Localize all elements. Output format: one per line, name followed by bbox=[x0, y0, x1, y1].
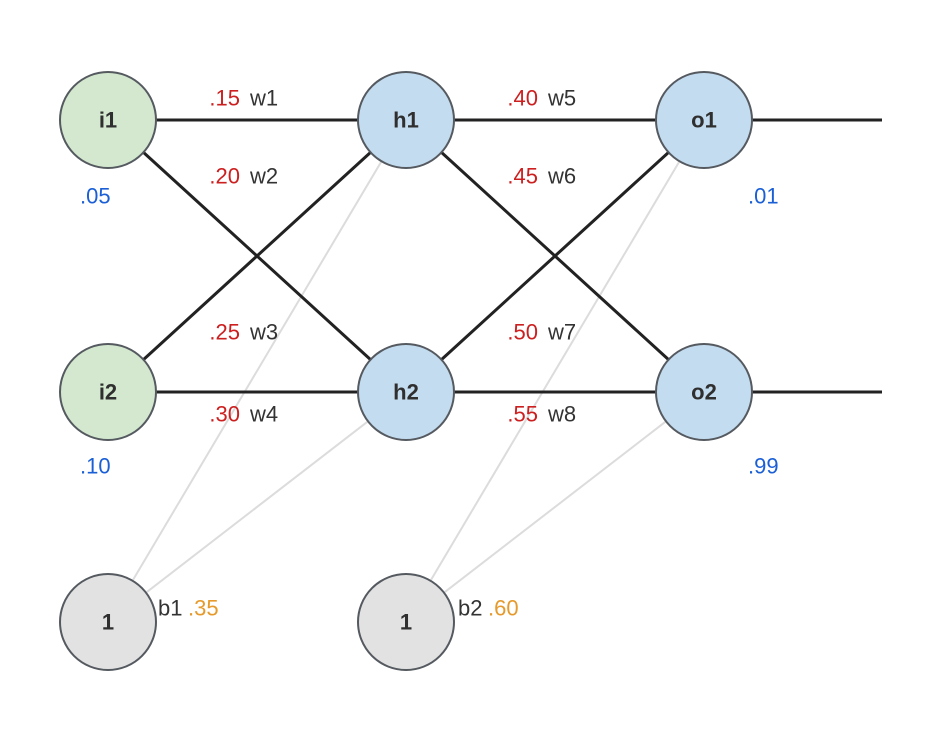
node-h1: h1 bbox=[358, 72, 454, 168]
node-b1: 1 bbox=[60, 574, 156, 670]
node-i2-label: i2 bbox=[99, 380, 117, 405]
node-i2: i2 bbox=[60, 344, 156, 440]
node-h2-label: h2 bbox=[393, 380, 419, 405]
node-h1-label: h1 bbox=[393, 108, 419, 133]
weight-value-w3: .25 bbox=[209, 320, 240, 345]
weight-name-w4: w4 bbox=[249, 402, 278, 427]
weight-value-w2: .20 bbox=[209, 164, 240, 189]
node-o1: o1 bbox=[656, 72, 752, 168]
weight-name-w8: w8 bbox=[547, 402, 576, 427]
weight-value-w1: .15 bbox=[209, 86, 240, 111]
weight-name-w1: w1 bbox=[249, 86, 278, 111]
node-i1: i1 bbox=[60, 72, 156, 168]
bias-name-b1: b1 bbox=[158, 596, 182, 621]
edge-b1-h1 bbox=[133, 161, 382, 580]
edge-b2-o1 bbox=[431, 161, 680, 580]
value-o1: .01 bbox=[748, 184, 779, 209]
node-b2: 1 bbox=[358, 574, 454, 670]
value-o2: .99 bbox=[748, 454, 779, 479]
neural-network-diagram: i1 i2 h1 h2 o1 o2 1 1 .15 w1 .20 w2 .25 w3 .30 w4 .40 w5.… bbox=[0, 0, 940, 736]
node-b2-label: 1 bbox=[400, 610, 412, 635]
weight-name-w6: w6 bbox=[547, 164, 576, 189]
node-o2-label: o2 bbox=[691, 380, 717, 405]
bias-value-b1: .35 bbox=[188, 596, 219, 621]
weight-name-w3: w3 bbox=[249, 320, 278, 345]
bias-value-b2: .60 bbox=[488, 596, 519, 621]
weight-value-w8: .55 bbox=[507, 402, 538, 427]
bias-name-b2: b2 bbox=[458, 596, 482, 621]
node-i1-label: i1 bbox=[99, 108, 117, 133]
value-i2: .10 bbox=[80, 454, 111, 479]
nodes: i1 i2 h1 h2 o1 o2 1 1 bbox=[60, 72, 752, 670]
edge-b2-o2 bbox=[444, 421, 666, 592]
output-tails bbox=[752, 120, 882, 392]
node-h2: h2 bbox=[358, 344, 454, 440]
weight-value-w7: .50 bbox=[507, 320, 538, 345]
bias-labels: b1.35 b2.60 bbox=[158, 596, 519, 621]
weight-value-w5: .40 bbox=[507, 86, 538, 111]
weight-name-w2: w2 bbox=[249, 164, 278, 189]
value-i1: .05 bbox=[80, 184, 111, 209]
edge-b1-h2 bbox=[146, 421, 368, 592]
weight-name-w5: w5 bbox=[547, 86, 576, 111]
weight-name-w7: w7 bbox=[547, 320, 576, 345]
node-o1-label: o1 bbox=[691, 108, 717, 133]
weight-value-w4: .30 bbox=[209, 402, 240, 427]
node-o2: o2 bbox=[656, 344, 752, 440]
weight-value-w6: .45 bbox=[507, 164, 538, 189]
node-b1-label: 1 bbox=[102, 610, 114, 635]
